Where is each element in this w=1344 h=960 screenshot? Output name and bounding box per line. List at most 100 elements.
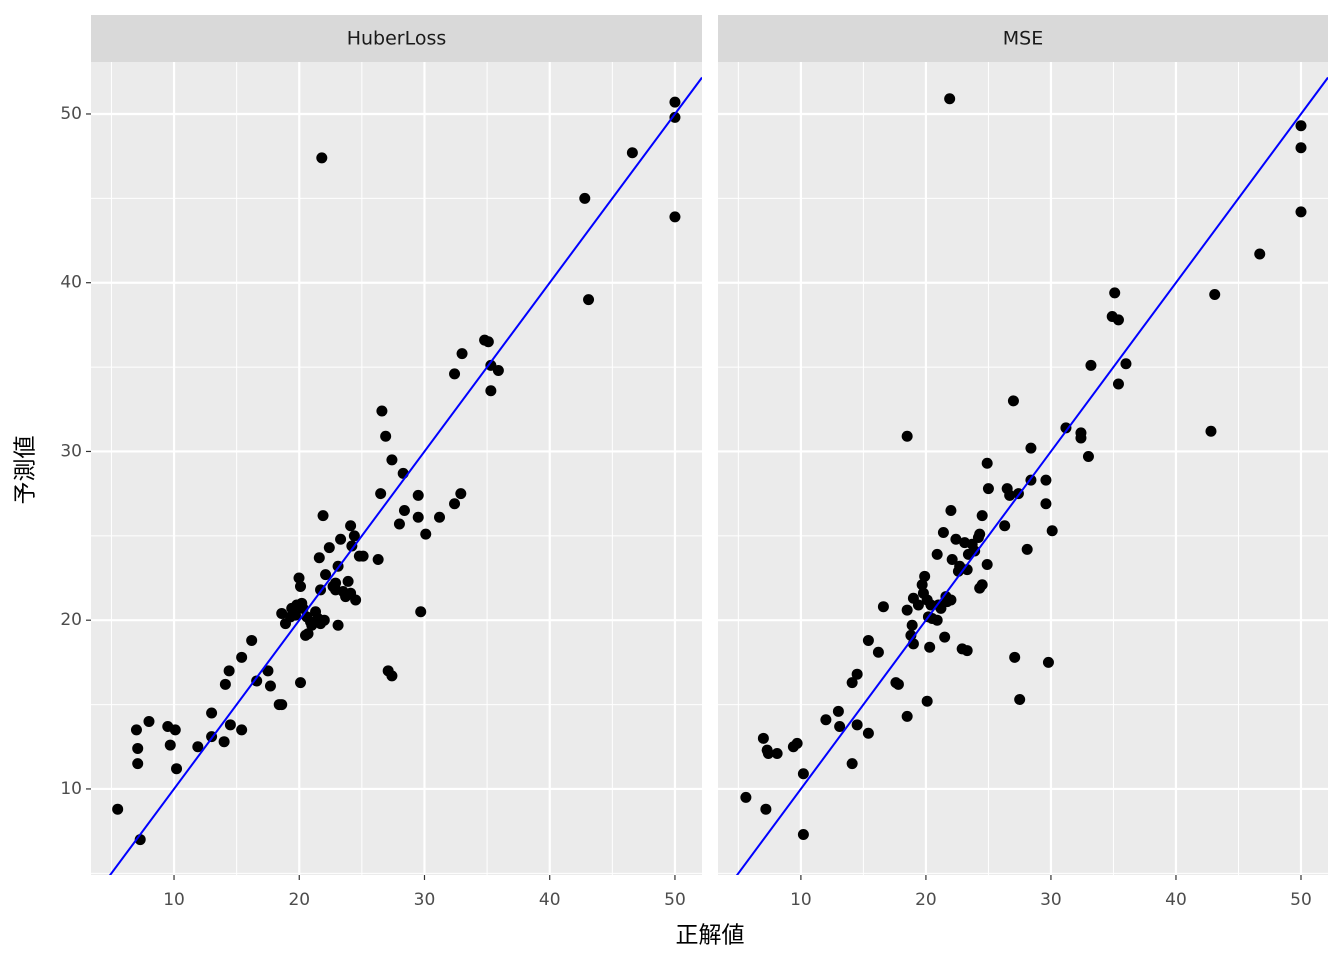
point [762,748,774,760]
point [206,707,218,719]
point [456,348,468,360]
point [1295,142,1307,154]
point [317,510,329,522]
point [251,675,263,687]
y-tick-label: 50 [60,104,82,124]
point [386,670,398,682]
point [892,678,904,690]
point [320,569,332,581]
strip-label: HuberLoss [347,28,447,50]
point [1120,358,1132,370]
panel [91,62,702,875]
point [164,739,176,751]
point [482,336,494,348]
point [945,505,957,517]
x-tick-label: 40 [539,890,561,910]
y-tick-label: 20 [60,610,82,630]
point [901,604,913,616]
point [318,614,330,626]
point [969,545,981,557]
point [316,152,328,164]
point [236,724,248,736]
strip-label: MSE [1003,28,1043,50]
y-axis-title: 予測値 [13,436,39,505]
point [290,609,302,621]
point [901,430,913,442]
point [1295,120,1307,132]
point [579,192,591,204]
point [219,678,231,690]
reference-line [108,76,702,875]
point [1025,442,1037,454]
x-tick-label: 30 [414,890,436,910]
point [264,680,276,692]
point [171,763,183,775]
point [313,552,325,564]
point [626,147,638,159]
point [976,510,988,522]
point [901,710,913,722]
point [982,483,994,495]
point [1209,289,1221,301]
point [1040,498,1052,510]
point [974,528,986,540]
point [412,489,424,501]
point [449,368,461,380]
point [415,606,427,618]
point [1042,656,1054,668]
point [335,533,347,545]
point [931,614,943,626]
point [295,677,307,689]
point [1009,651,1021,663]
point [1040,474,1052,486]
x-tick-label: 50 [1290,890,1312,910]
point [851,668,863,680]
point [760,803,772,815]
point [946,553,958,565]
point [906,619,918,631]
point [350,594,362,606]
point [332,619,344,631]
point [246,634,258,646]
point [944,93,956,105]
point [1085,359,1097,371]
strip [91,15,702,62]
point [981,457,993,469]
y-tick-label: 40 [60,273,82,293]
point [771,748,783,760]
point [1205,425,1217,437]
point [976,579,988,591]
point [112,803,124,815]
plot-area [735,76,1328,875]
point [919,570,931,582]
point [877,601,889,613]
point [669,96,681,108]
point [757,732,769,744]
point [449,498,461,510]
point [380,430,392,442]
point [1060,422,1072,434]
point [376,405,388,417]
point [295,580,307,592]
point [950,533,962,545]
point [862,634,874,646]
point [1109,287,1121,299]
point [434,511,446,523]
point [345,520,357,532]
x-tick-label: 10 [790,890,812,910]
point [797,829,809,841]
point [375,488,387,500]
point [1021,543,1033,555]
point [924,641,936,653]
point [293,572,305,584]
point [1007,395,1019,407]
strip [718,15,1328,62]
point [1014,694,1026,706]
reference-line [735,76,1328,875]
point [132,758,144,770]
point [348,530,360,542]
point [872,646,884,658]
x-axis-title: 正解値 [676,923,745,949]
point [420,528,432,540]
point [961,645,973,657]
